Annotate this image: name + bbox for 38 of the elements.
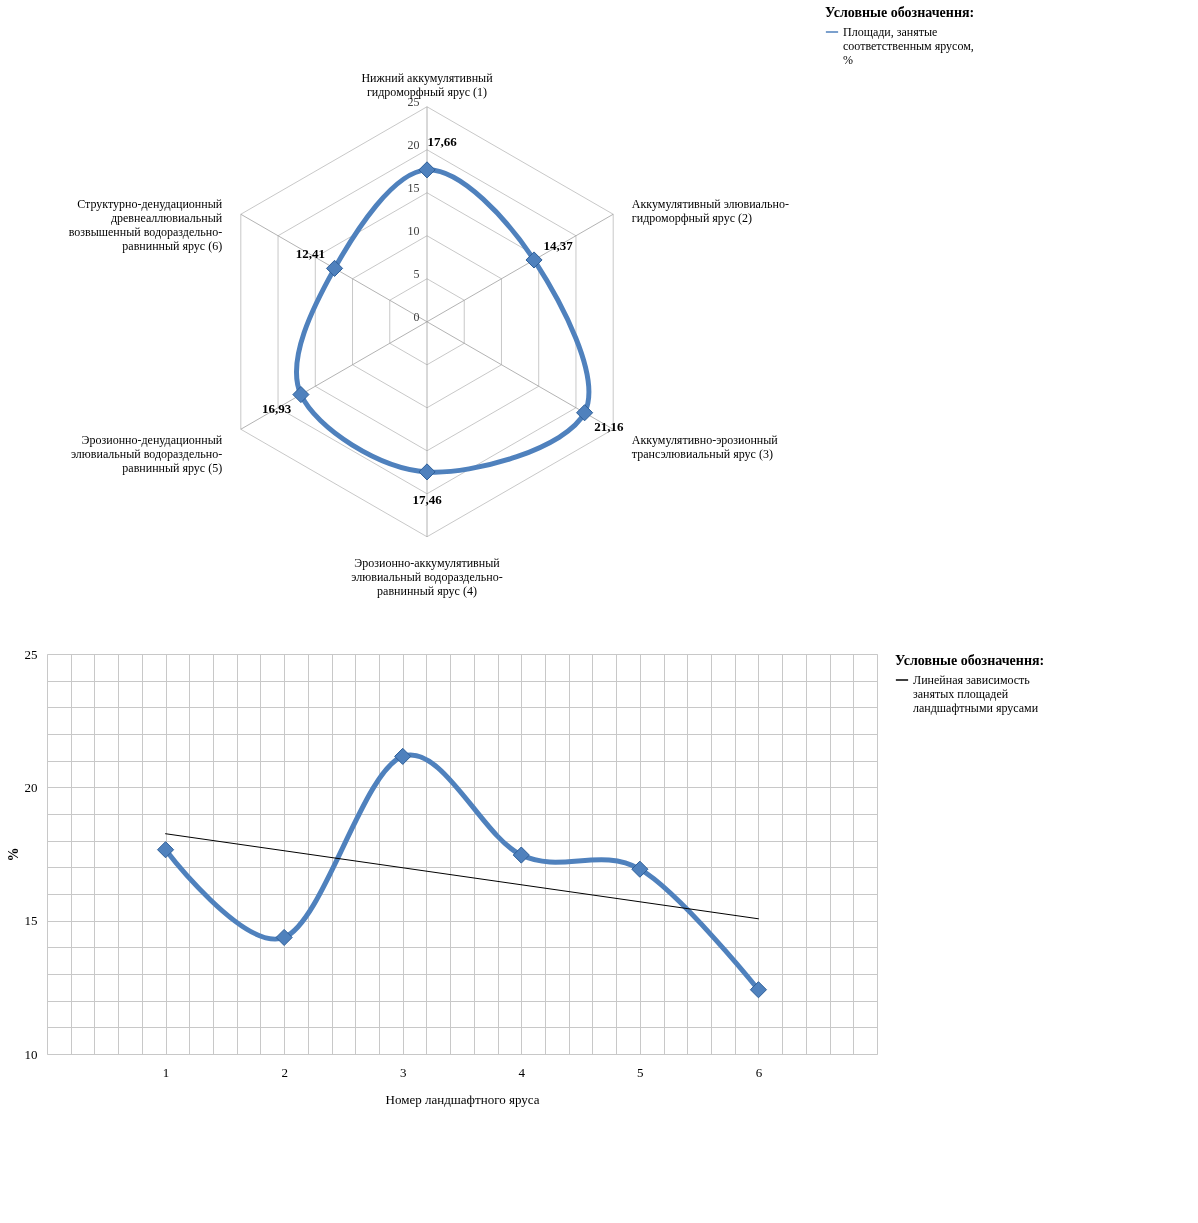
- point: [631, 860, 649, 878]
- data-label: 17,46: [412, 491, 443, 507]
- legend-label: Линейная зависимость занятых площадей ландшафтными ярусами: [913, 673, 1039, 715]
- data-label: 12,41: [295, 246, 325, 262]
- y-tick-label: 25: [24, 646, 38, 662]
- point: [275, 928, 293, 947]
- point: [394, 747, 412, 765]
- point: [749, 981, 767, 999]
- y-tick-label: 20: [407, 138, 420, 153]
- data-label: 21,16: [594, 418, 624, 434]
- data-label: 17,66: [427, 133, 458, 149]
- y-tick-label: 5: [413, 267, 420, 282]
- point: [157, 841, 175, 859]
- x-tick-label: 2: [281, 1064, 288, 1080]
- data-label: 16,93: [262, 400, 292, 416]
- x-tick-label: 4: [518, 1064, 526, 1080]
- spoke-label: Структурно-денудационный древнеаллювиальный возвышенный водораздельно-равнинный ярус (6): [68, 196, 223, 253]
- y-tick-label: 10: [24, 1046, 38, 1062]
- legend-title: Условные обозначення:: [895, 653, 1045, 668]
- x-tick-label: 6: [755, 1064, 763, 1080]
- spoke-label: Эрозионно-денудационный элювиальный водораздельно-равнинный ярус (5): [70, 433, 223, 475]
- y-axis-title: %: [5, 847, 21, 862]
- y-tick-label: 20: [24, 779, 38, 795]
- x-tick-label: 1: [162, 1064, 170, 1080]
- point: [512, 846, 530, 864]
- y-tick-label: 0: [413, 310, 420, 325]
- legend-title: Условные обозначення:: [825, 5, 975, 20]
- x-axis-title: Номер ландшафтного яруса: [385, 1091, 540, 1107]
- y-tick-label: 15: [407, 181, 420, 196]
- spoke-label: Аккумулятивно-эрозионный трансэлювиальный ярус (3): [631, 433, 779, 461]
- data-label: 14,37: [543, 237, 574, 253]
- spoke-label: Эрозионно-аккумулятивный элювиальный водораздельно-равнинный ярус (4): [351, 556, 503, 599]
- y-tick-label: 10: [407, 224, 420, 239]
- x-tick-label: 5: [637, 1064, 644, 1080]
- x-tick-label: 3: [399, 1064, 407, 1080]
- y-tick-label: 15: [24, 913, 38, 929]
- spoke-label: Аккумулятивный элювиально-гидроморфный ярус (2): [631, 196, 789, 225]
- legend-label: Площади, занятые соответственным ярусом, %: [843, 25, 974, 67]
